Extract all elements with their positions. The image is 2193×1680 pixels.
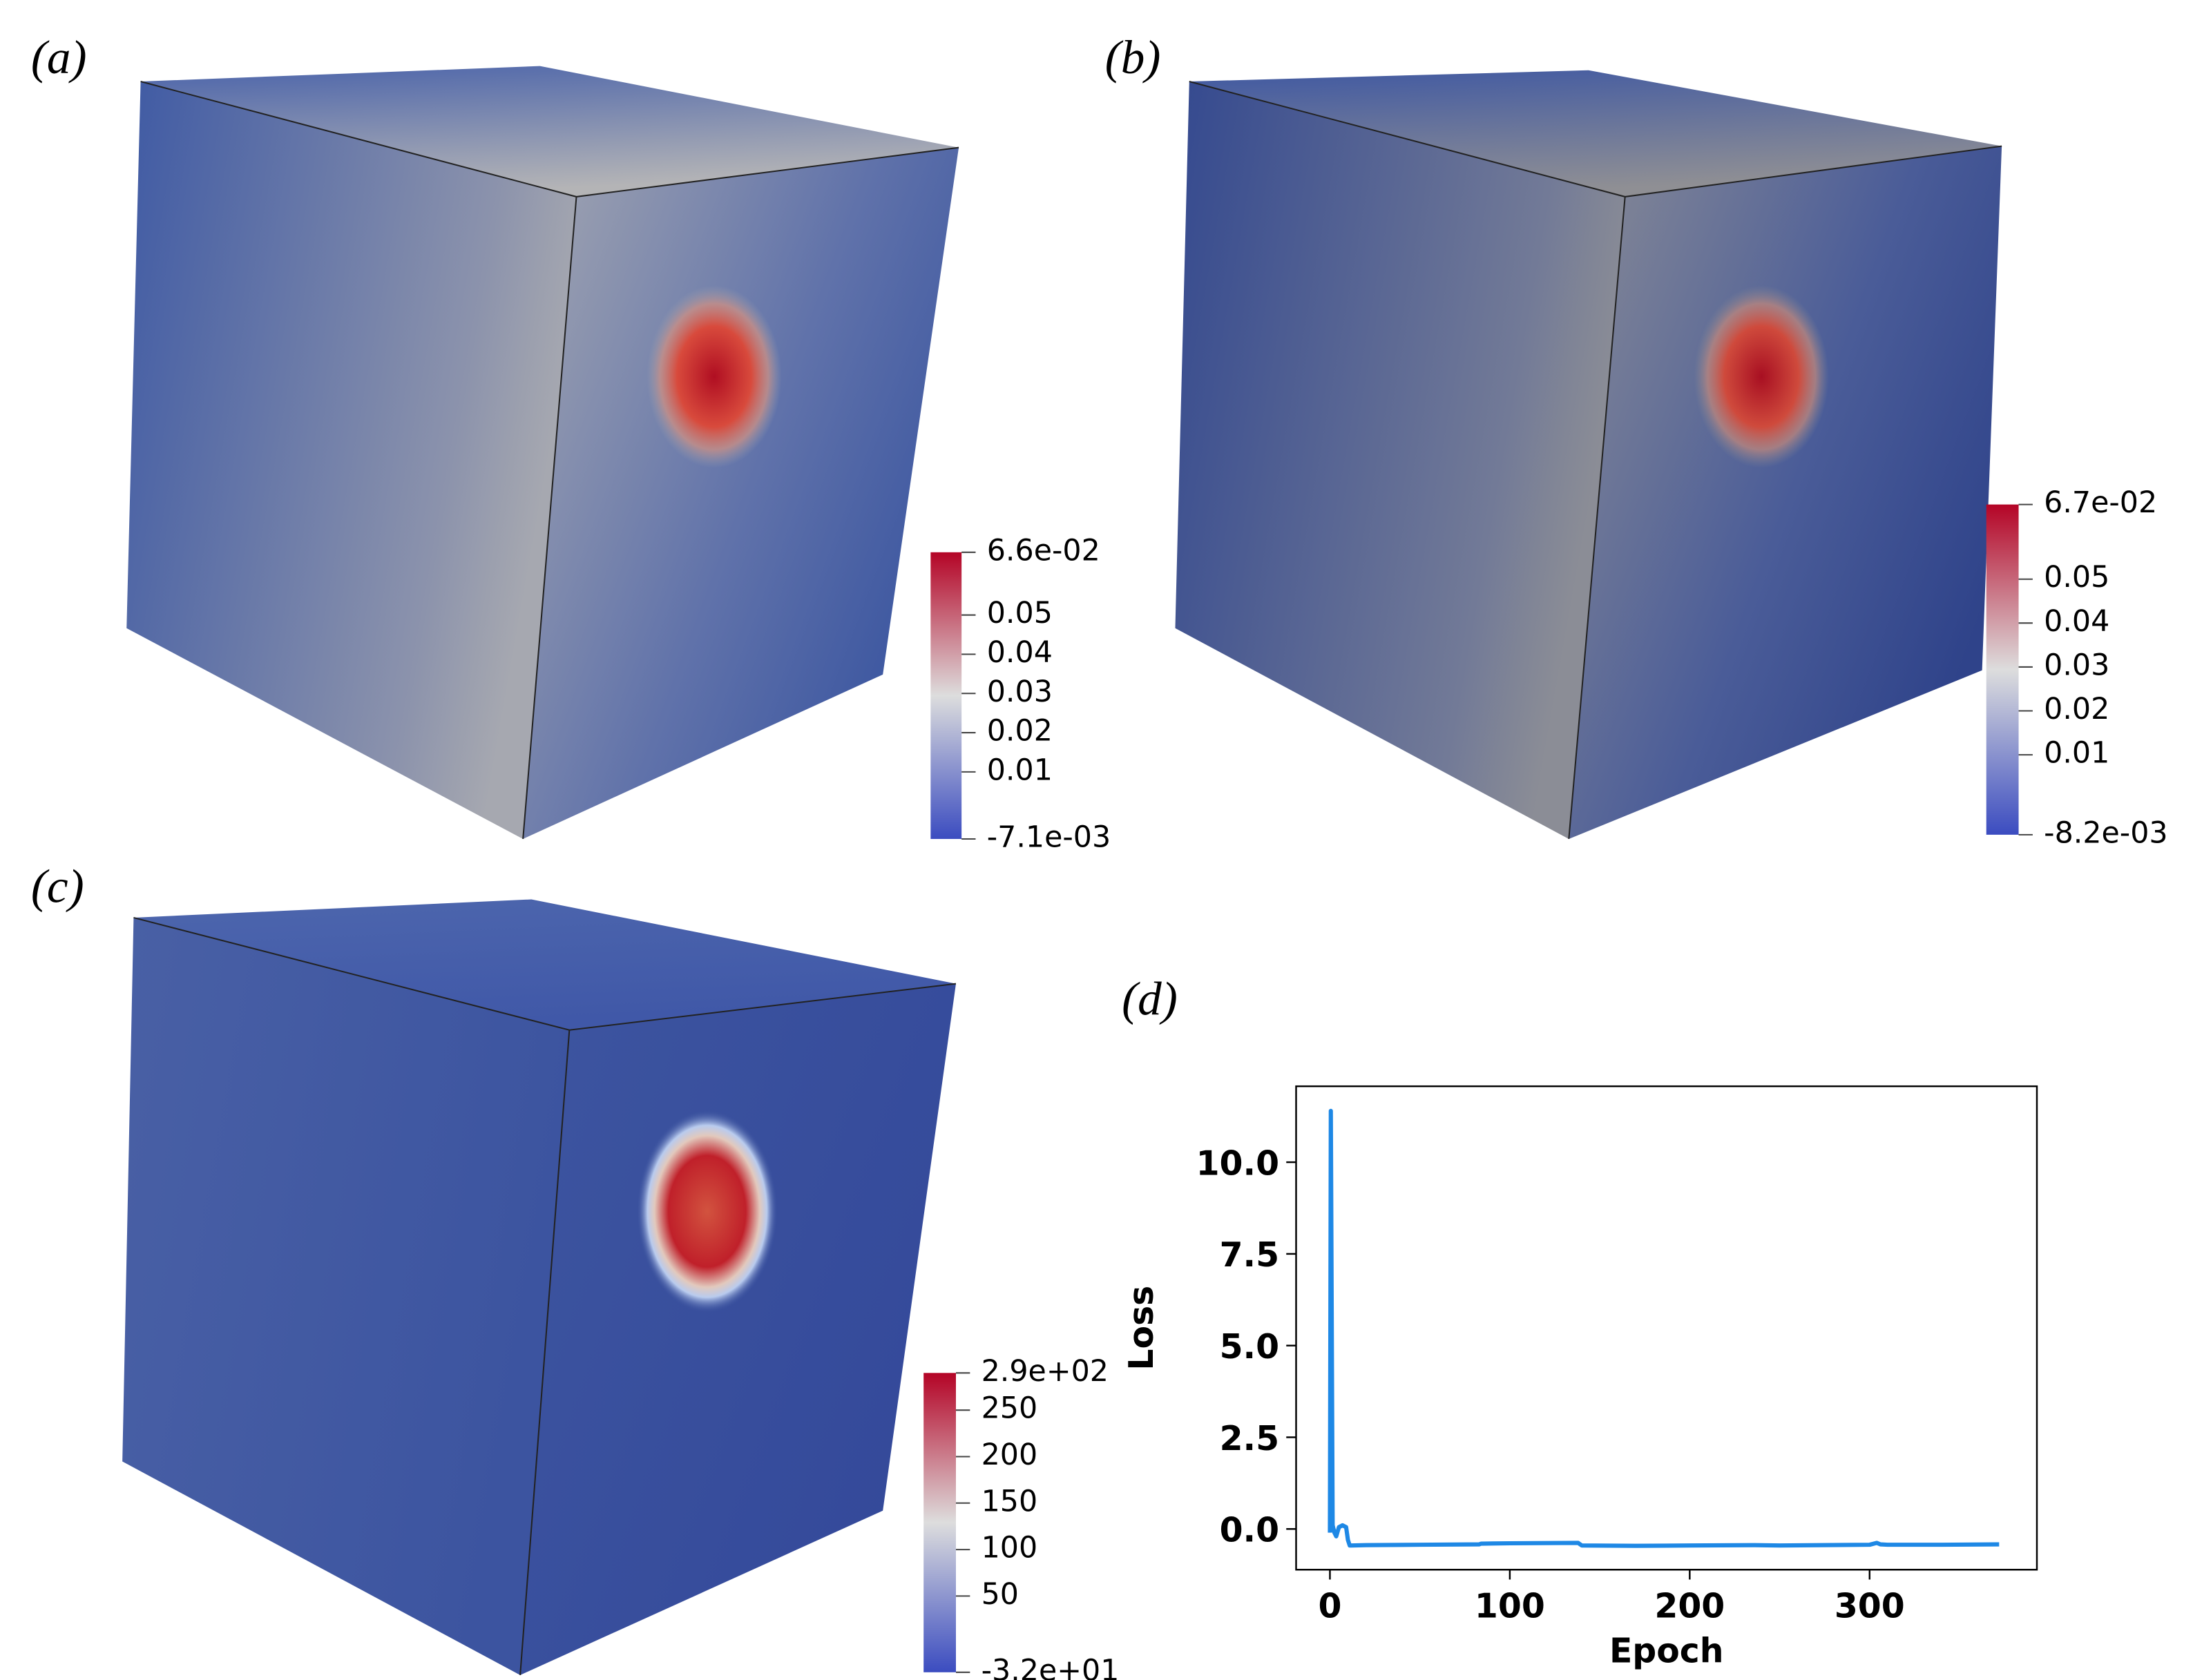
colorbar-tick-label: 100 <box>981 1531 1038 1565</box>
colorbar-tick-label: 150 <box>981 1484 1038 1518</box>
colorbar-tick-label: 0.01 <box>2044 736 2109 771</box>
colorbar-tick-label: 0.01 <box>987 753 1053 787</box>
cube-c <box>122 899 957 1675</box>
colorbar-tick-label: 6.6e-02 <box>987 533 1100 568</box>
y-tick-label: 2.5 <box>1220 1419 1280 1458</box>
x-tick-label: 200 <box>1654 1586 1725 1625</box>
colorbar-tick-label: 0.02 <box>2044 692 2109 726</box>
colorbar-tick-label: 2.9e+02 <box>981 1354 1109 1389</box>
panel-label: (c) <box>31 860 84 913</box>
cube-b <box>1175 70 2002 840</box>
plot-frame <box>1295 1085 2038 1571</box>
colorbar-tick-label: 0.04 <box>2044 604 2109 639</box>
panel-label: (d) <box>1122 972 1178 1025</box>
colorbar-tick-label: 50 <box>981 1577 1019 1612</box>
colorbar-tick-label: -3.2e+01 <box>981 1653 1120 1680</box>
y-tick-label: 5.0 <box>1220 1327 1280 1367</box>
y-tick-label: 7.5 <box>1220 1235 1280 1275</box>
x-tick-label: 300 <box>1835 1586 1905 1625</box>
loss-line <box>1328 1108 2000 1548</box>
colorbar <box>923 1373 956 1672</box>
colorbar-tick-label: 0.03 <box>2044 648 2109 682</box>
cube-a <box>126 66 959 840</box>
colorbar-tick-label: 0.03 <box>987 675 1053 709</box>
colorbar-tick-label: 0.02 <box>987 714 1053 749</box>
colorbar <box>1986 504 2019 835</box>
x-axis-label: Epoch <box>1609 1632 1724 1671</box>
colorbar <box>930 552 962 839</box>
colorbar-tick-label: 200 <box>981 1438 1038 1472</box>
colorbar-tick-label: 0.05 <box>2044 560 2109 595</box>
colorbar-tick-label: -8.2e-03 <box>2044 815 2167 850</box>
x-tick-label: 100 <box>1475 1586 1545 1625</box>
colorbar-tick-label: 0.05 <box>987 596 1053 630</box>
colorbar-tick-label: 0.04 <box>987 635 1053 670</box>
colorbar-tick-label: 250 <box>981 1391 1038 1426</box>
colorbar-tick-label: -7.1e-03 <box>987 820 1111 854</box>
y-tick-label: 0.0 <box>1220 1511 1280 1550</box>
panel-label: (a) <box>31 30 87 84</box>
y-tick-label: 10.0 <box>1196 1143 1279 1183</box>
x-tick-label: 0 <box>1318 1586 1341 1625</box>
y-axis-label: Loss <box>1122 1286 1161 1371</box>
panel-label: (b) <box>1105 30 1161 84</box>
colorbar-tick-label: 6.7e-02 <box>2044 485 2157 520</box>
